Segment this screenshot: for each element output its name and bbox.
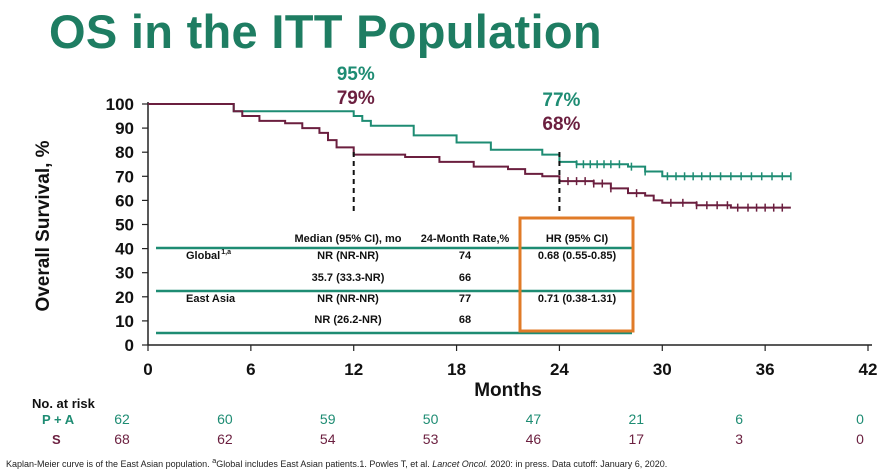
x-tick-label: 0 [143, 360, 152, 379]
risk-value-pa: 60 [217, 411, 233, 427]
y-tick-label: 80 [115, 143, 134, 162]
risk-value-pa: 59 [320, 411, 336, 427]
y-axis-label: Overall Survival, % [33, 140, 54, 311]
table-rate-cell: 68 [459, 314, 471, 326]
risk-value-pa: 62 [114, 411, 130, 427]
y-tick-label: 90 [115, 119, 134, 138]
x-tick-label: 18 [447, 360, 466, 379]
footnote-part2: Global includes East Asian patients.1. P… [216, 459, 433, 469]
risk-row-label-pa: P + A [42, 412, 75, 427]
table-median-cell: 35.7 (33.3-NR) [312, 272, 385, 284]
x-tick-label: 36 [756, 360, 775, 379]
page-title: OS in the ITT Population [49, 5, 602, 58]
annotation-label-s: 68% [542, 114, 580, 135]
km-curve-s [148, 103, 791, 209]
risk-value-pa: 50 [423, 411, 439, 427]
footnote-journal: Lancet Oncol. [432, 459, 488, 469]
inset-table-background [156, 222, 636, 334]
footnote-sup: a [212, 456, 217, 465]
x-tick-label: 6 [246, 360, 255, 379]
footnote-part3: 2020: in press. Data cutoff: January 6, … [487, 459, 668, 469]
table-group-sup: 1,a [221, 249, 231, 256]
table-hr-cell: 0.68 (0.55-0.85) [538, 250, 617, 262]
y-tick-label: 100 [106, 95, 134, 114]
footnote-part1: Kaplan-Meier curve is of the East Asian … [6, 459, 213, 469]
y-tick-label: 10 [115, 312, 134, 331]
risk-value-s: 0 [856, 431, 864, 447]
risk-row-label-s: S [52, 432, 61, 447]
y-tick-label: 40 [115, 240, 134, 259]
footnote: Kaplan-Meier curve is of the East Asian … [6, 456, 667, 469]
table-group-label: East Asia [186, 293, 236, 305]
annotation-label-pa: 95% [337, 64, 375, 85]
y-tick-label: 50 [115, 216, 134, 235]
x-tick-label: 24 [550, 360, 569, 379]
y-tick-label: 70 [115, 167, 134, 186]
table-header-hr: HR (95% CI) [546, 233, 609, 245]
risk-value-s: 54 [320, 431, 336, 447]
risk-value-pa: 47 [526, 411, 542, 427]
x-tick-label: 12 [344, 360, 363, 379]
table-rate-cell: 66 [459, 272, 471, 284]
table-rate-cell: 77 [459, 293, 471, 305]
table-group-label: Global [186, 250, 220, 262]
annotation-label-pa: 77% [542, 90, 580, 111]
risk-value-pa: 21 [628, 411, 644, 427]
risk-value-s: 3 [735, 431, 743, 447]
table-rate-cell: 74 [459, 250, 472, 262]
x-axis-label: Months [474, 380, 542, 401]
risk-value-s: 46 [526, 431, 542, 447]
risk-value-s: 53 [423, 431, 439, 447]
risk-table-header: No. at risk [32, 396, 96, 411]
risk-value-pa: 6 [735, 411, 743, 427]
risk-value-s: 17 [628, 431, 644, 447]
km-curve-pa [148, 103, 791, 178]
table-header-rate: 24-Month Rate,% [421, 233, 510, 245]
table-header-median: Median (95% CI), mo [295, 233, 402, 245]
table-median-cell: NR (26.2-NR) [314, 314, 382, 326]
y-tick-label: 20 [115, 288, 134, 307]
risk-value-pa: 0 [856, 411, 864, 427]
table-hr-cell: 0.71 (0.38-1.31) [538, 293, 617, 305]
annotation-label-s: 79% [337, 88, 375, 109]
table-median-cell: NR (NR-NR) [317, 250, 379, 262]
hr-highlight-box [518, 216, 635, 333]
x-tick-label: 42 [859, 360, 878, 379]
table-median-cell: NR (NR-NR) [317, 293, 379, 305]
x-tick-label: 30 [653, 360, 672, 379]
y-tick-label: 30 [115, 264, 134, 283]
y-tick-label: 0 [125, 336, 134, 355]
risk-value-s: 62 [217, 431, 233, 447]
y-tick-label: 60 [115, 191, 134, 210]
risk-value-s: 68 [114, 431, 130, 447]
